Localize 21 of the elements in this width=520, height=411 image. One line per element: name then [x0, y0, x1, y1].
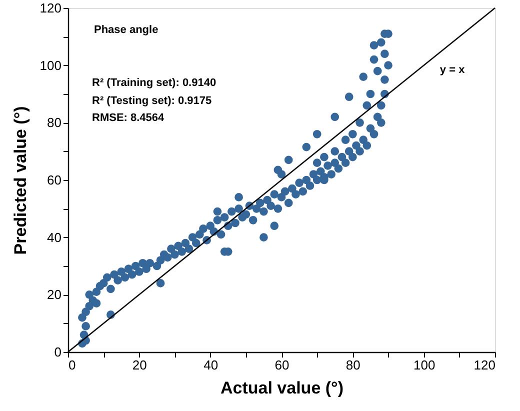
x-axis-title: Actual value (°) — [220, 378, 344, 398]
x-tick-label: 100 — [413, 358, 436, 372]
x-tick-label: 60 — [274, 358, 290, 372]
annotation: Phase angle — [94, 24, 158, 36]
annotation: R² (Training set): 0.9140 — [92, 77, 216, 89]
x-tick-label: 80 — [346, 358, 360, 372]
annotation: RMSE: 8.4564 — [92, 112, 166, 124]
y-tick-label: 0 — [54, 344, 62, 360]
y-tick-label: 60 — [47, 172, 62, 188]
y-axis-title: Predicted value (°) — [10, 106, 30, 255]
y-tick-label: 100 — [40, 58, 62, 73]
x-tick-label: 20 — [132, 358, 147, 372]
y-tick-label: 20 — [47, 287, 62, 302]
x-tick-label: 120 — [474, 358, 496, 372]
y-tick-label: 80 — [47, 115, 62, 130]
series-label: y = x — [440, 64, 466, 76]
annotation: R² (Testing set): 0.9175 — [92, 95, 212, 107]
x-tick-label: 0 — [68, 358, 76, 372]
y-tick-label: 40 — [47, 230, 62, 245]
y-tick-label: 120 — [40, 0, 62, 16]
x-tick-label: 40 — [204, 358, 218, 372]
